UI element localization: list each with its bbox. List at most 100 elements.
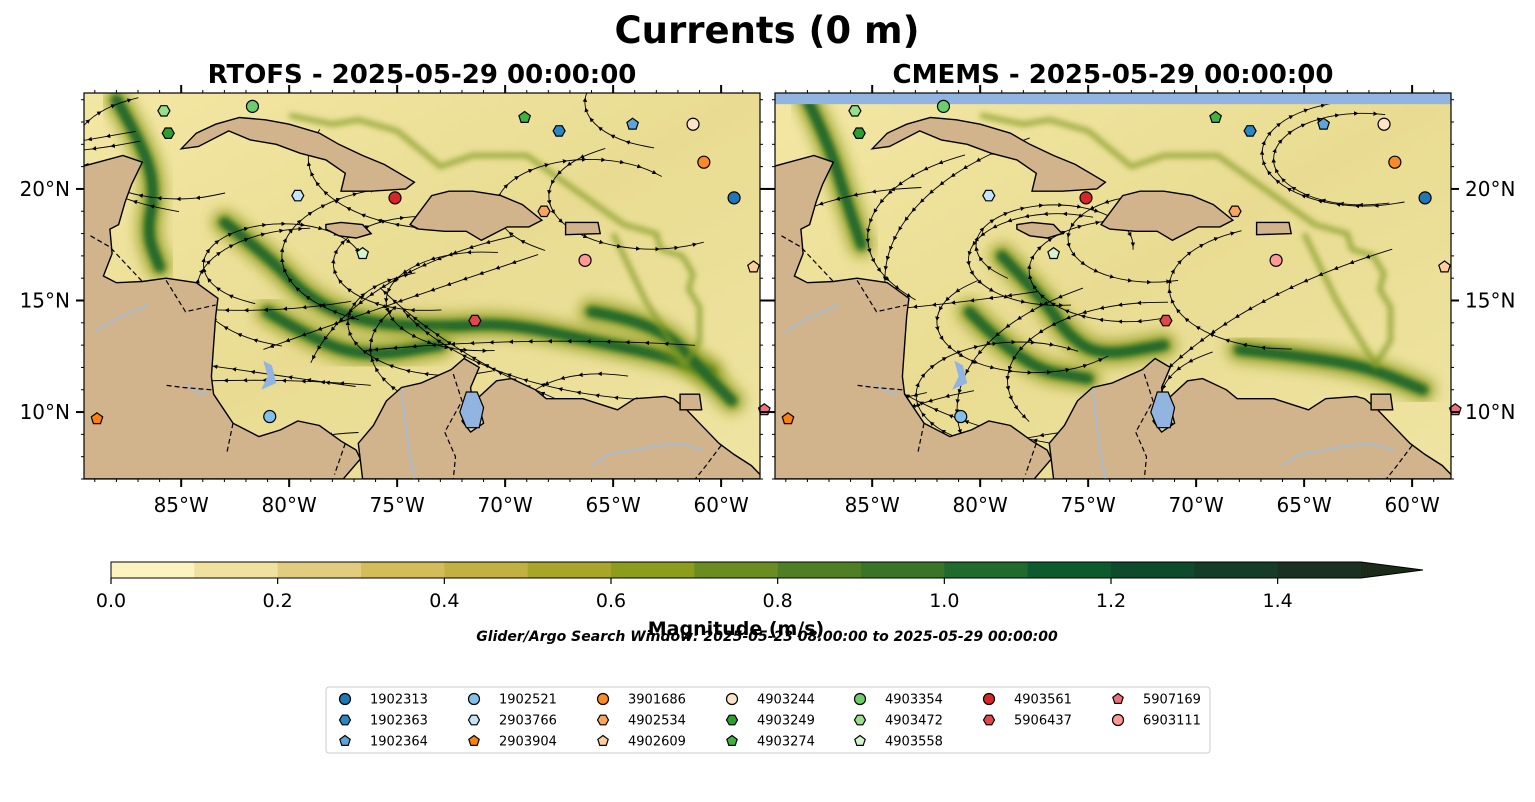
float-6903111 [578, 253, 592, 267]
central-america [84, 154, 362, 479]
legend: 1902313 1902363 1902364 1902521 2903766 29039… [325, 686, 1211, 754]
cuba [870, 116, 1107, 192]
colorbar-tick-label: 1.4 [1263, 590, 1293, 612]
colorbar-tick-label: 0.4 [429, 590, 459, 612]
land [84, 116, 760, 479]
x-tick-label: 70°W [478, 493, 533, 517]
float-3901686 [1388, 155, 1402, 169]
map-area [84, 93, 760, 479]
colorbar-segment [1027, 562, 1112, 578]
colorbar-segment [861, 562, 945, 578]
float-4903244 [1377, 117, 1391, 131]
search-window-note: Glider/Argo Search Window: 2025-05-23 08… [476, 629, 1058, 645]
colorbar-segment [1194, 562, 1279, 578]
legend-marker-4902534 [596, 714, 610, 726]
legend-label: 3901686 [628, 693, 686, 708]
lake-nicaragua [261, 360, 277, 390]
legend-label: 4902534 [628, 714, 686, 729]
colorbar-outline [110, 561, 1424, 579]
legend-marker-2903904 [468, 734, 480, 746]
colorbar-segment [944, 562, 1029, 578]
legend-marker-4903558 [854, 734, 866, 746]
streamline [1165, 248, 1393, 371]
streamline [201, 221, 362, 305]
hispaniola [1100, 190, 1235, 242]
x-tick-label: 75°W [370, 493, 425, 517]
x-tick-label: 85°W [154, 493, 209, 517]
colorbar-segment [444, 562, 529, 578]
country-border [165, 280, 216, 313]
legend-marker-1902363 [338, 714, 352, 726]
streamline [582, 93, 731, 149]
legend-label: 1902521 [499, 693, 557, 708]
float-4903354 [245, 99, 260, 113]
float-1902363 [552, 125, 566, 137]
streamline [379, 287, 597, 416]
country-border [333, 443, 346, 475]
float-4903561 [388, 191, 402, 205]
trinidad [1370, 393, 1394, 411]
legend-marker-1902313 [338, 692, 352, 706]
country-border [1024, 443, 1037, 475]
colorbar-tick-label: 0.6 [596, 590, 626, 612]
x-tick-label: 85°W [845, 493, 900, 517]
x-tick-label: 70°W [1169, 493, 1224, 517]
streamline [1005, 300, 1169, 422]
legend-label: 1902364 [370, 735, 428, 750]
colorbar-tick-label: 0.2 [263, 590, 293, 612]
float-4903274 [518, 110, 532, 123]
colorbar-tick-label: 0.0 [96, 590, 126, 612]
float-1902313 [727, 191, 741, 205]
jamaica [1016, 221, 1064, 239]
float-4902609 [747, 260, 760, 273]
float-1902521 [263, 409, 277, 424]
legend-label: 5906437 [1014, 714, 1072, 729]
float-1902521 [954, 409, 968, 424]
country-border [857, 384, 903, 391]
river [1091, 389, 1107, 479]
float-1902363 [1243, 125, 1257, 137]
legend-label: 1902313 [370, 693, 428, 708]
land [775, 116, 1451, 479]
figure-title: Currents (0 m) [614, 9, 919, 52]
float-3901686 [697, 155, 711, 169]
rtofs-panel: 85°W 80°W 75°W 70°W 65°W 60°W 10°N 15°N 20°N RTOF… [20, 60, 771, 517]
country-border [444, 373, 463, 479]
float-5906437 [468, 314, 482, 327]
puerto-rico [564, 221, 602, 236]
map-area [775, 93, 1451, 479]
country-border [1385, 445, 1413, 479]
float-2903904 [90, 412, 104, 425]
float-4903561 [1079, 191, 1093, 205]
cuba [179, 116, 416, 192]
colorbar-tick-label: 0.8 [763, 590, 793, 612]
streamline [310, 235, 514, 363]
legend-marker-5906437 [982, 714, 996, 726]
float-4902609 [1438, 260, 1451, 273]
colorbar: 0.0 0.2 0.4 0.6 0.8 1.0 1.2 1.4 [96, 561, 1424, 612]
y-tick-label: 10°N [1465, 400, 1515, 424]
panel-frame [83, 92, 761, 480]
legend-label: 4903244 [757, 693, 815, 708]
jamaica [325, 221, 373, 239]
float-4903244 [686, 117, 700, 131]
country-border [1135, 373, 1154, 479]
colorbar-segment [611, 562, 695, 578]
streamline [1259, 102, 1405, 209]
legend-marker-1902364 [339, 734, 351, 746]
float-4902534 [537, 205, 551, 218]
lake-maracaibo [459, 391, 485, 429]
legend-label: 4903354 [885, 693, 943, 708]
south-america [357, 357, 760, 479]
country-border [694, 445, 722, 479]
x-tick-label: 75°W [1061, 493, 1116, 517]
colorbar-segment [694, 562, 779, 578]
y-tick-label: 15°N [1465, 289, 1515, 313]
float-1902364 [626, 117, 640, 130]
axis-ticks: 85°W 80°W 75°W 70°W 65°W 60°W 10°N 15°N 20°N [767, 85, 1515, 517]
float-4902534 [1228, 205, 1242, 218]
float-6903111 [1269, 253, 1283, 267]
x-tick-label: 80°W [953, 493, 1008, 517]
river [1282, 442, 1396, 467]
